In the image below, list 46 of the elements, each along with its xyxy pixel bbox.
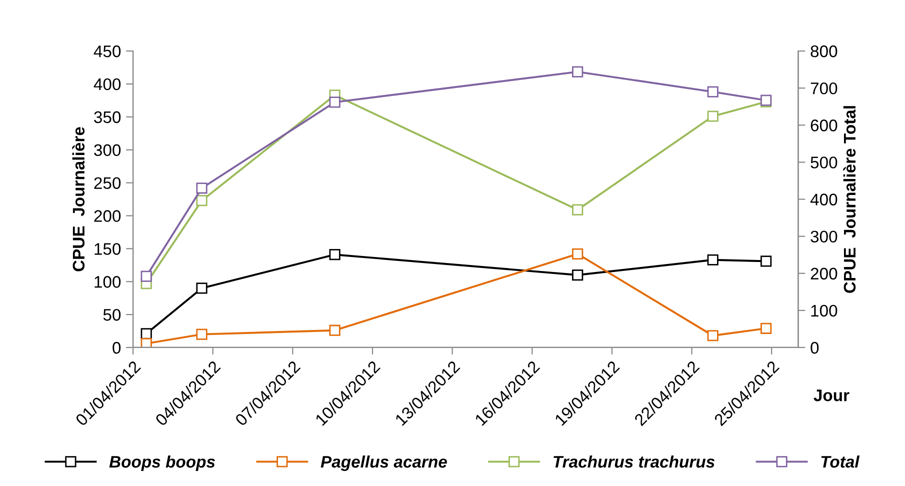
y-tick-label: 300 bbox=[94, 144, 121, 156]
point bbox=[707, 330, 718, 342]
point bbox=[572, 204, 584, 216]
y-tick-label: 350 bbox=[94, 111, 121, 124]
point bbox=[196, 182, 208, 194]
y-tick-label: 450 bbox=[94, 45, 121, 58]
point bbox=[196, 282, 208, 294]
y2-tick-label: 400 bbox=[810, 194, 838, 206]
point bbox=[140, 338, 152, 348]
point bbox=[572, 269, 584, 281]
y2-axis-title: CPUE Journalière Total bbox=[843, 106, 856, 293]
point bbox=[196, 328, 208, 340]
point bbox=[572, 248, 584, 260]
y2-tick-label: 500 bbox=[810, 156, 838, 168]
point bbox=[707, 254, 718, 266]
point bbox=[760, 256, 772, 267]
y-tick-label: 0 bbox=[112, 342, 121, 354]
y-tick-label: 50 bbox=[103, 308, 121, 321]
y2-tick-label: 800 bbox=[810, 45, 838, 58]
y-tick-label: 200 bbox=[94, 210, 121, 222]
x-axis-title: Jour bbox=[814, 390, 850, 402]
point bbox=[196, 195, 208, 206]
y-tick-label: 150 bbox=[94, 243, 121, 255]
legend-label: Pagellus acarne bbox=[320, 455, 447, 471]
y-axis-title: CPUE Journalière bbox=[72, 127, 85, 272]
point bbox=[760, 322, 772, 334]
point bbox=[140, 328, 152, 340]
point bbox=[329, 249, 340, 260]
y-tick-label: 250 bbox=[94, 177, 121, 189]
legend-label: Boops boops bbox=[109, 455, 215, 471]
y2-tick-label: 0 bbox=[810, 342, 819, 354]
y2-tick-label: 100 bbox=[811, 304, 838, 317]
y2-tick-label: 600 bbox=[810, 120, 838, 132]
point bbox=[707, 110, 718, 122]
y2-tick-label: 700 bbox=[810, 82, 838, 94]
y-tick-label: 400 bbox=[94, 78, 121, 90]
y2-tick-label: 200 bbox=[810, 268, 838, 280]
point bbox=[707, 86, 718, 98]
legend-label: Trachurus trachurus bbox=[554, 455, 715, 468]
point bbox=[572, 66, 584, 78]
point bbox=[329, 96, 340, 108]
y2-tick-label: 300 bbox=[810, 230, 838, 243]
y-tick-label: 100 bbox=[94, 276, 121, 288]
point bbox=[140, 270, 152, 282]
legend-label: Total bbox=[821, 455, 860, 468]
point bbox=[329, 324, 340, 336]
